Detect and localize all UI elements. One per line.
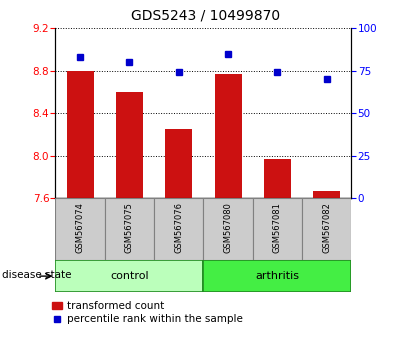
Bar [203,260,351,292]
Bar [302,198,351,260]
Text: GSM567075: GSM567075 [125,202,134,253]
Text: GSM567082: GSM567082 [322,202,331,253]
Bar [67,71,94,198]
Bar [165,129,192,198]
Text: GSM567081: GSM567081 [273,202,282,253]
Bar [116,92,143,198]
Bar [55,260,203,292]
Bar [313,191,340,198]
Text: disease state: disease state [2,269,72,280]
Text: GSM567076: GSM567076 [174,202,183,253]
Bar [215,74,242,198]
Text: GSM567074: GSM567074 [76,202,85,253]
Bar [55,198,105,260]
Text: GSM567080: GSM567080 [224,202,233,253]
Legend: transformed count, percentile rank within the sample: transformed count, percentile rank withi… [53,301,243,325]
Bar [105,198,154,260]
Text: arthritis: arthritis [255,271,300,281]
Bar [264,159,291,198]
Text: GDS5243 / 10499870: GDS5243 / 10499870 [131,9,280,23]
Bar [253,198,302,260]
Bar [154,198,203,260]
Text: control: control [110,271,149,281]
Bar [203,198,253,260]
